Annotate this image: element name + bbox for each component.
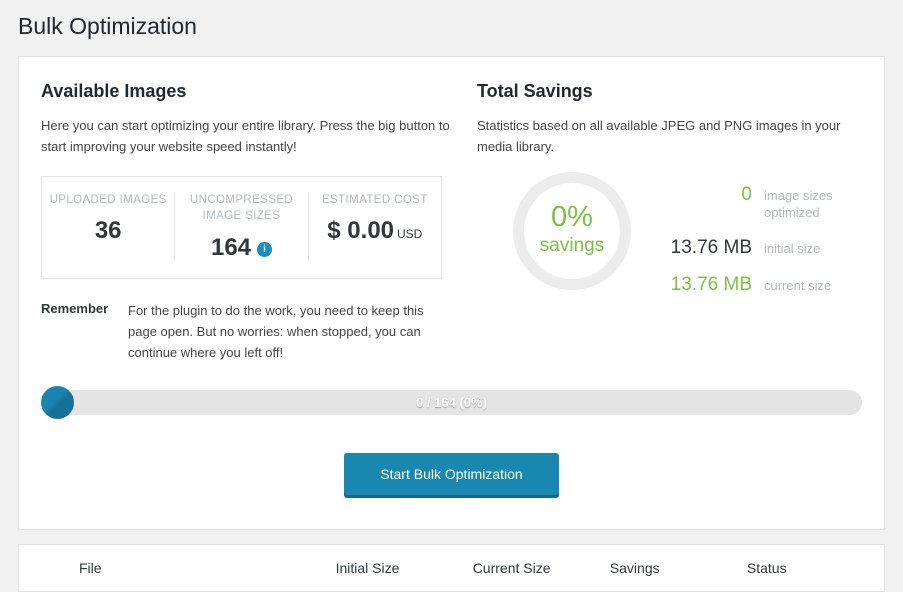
total-savings-heading: Total Savings: [477, 80, 593, 101]
stat-uncompressed-sizes: UNCOMPRESSED IMAGE SIZES 164 i: [174, 191, 307, 263]
available-images-section: Available Images Here you can start opti…: [41, 75, 453, 364]
total-savings-section: Total Savings Statistics based on all av…: [477, 75, 862, 364]
available-images-heading: Available Images: [41, 80, 187, 101]
stat-estimated-cost-value: $ 0.00 USD: [315, 217, 435, 245]
available-images-description: Here you can start optimizing your entir…: [41, 117, 450, 155]
stats-box: UPLOADED IMAGES 36 UNCOMPRESSED IMAGE SI…: [41, 175, 442, 280]
total-savings-description: Statistics based on all available JPEG a…: [477, 117, 841, 155]
savings-row-initial-size: 13.76 MB initial size: [647, 237, 862, 259]
savings-stats: 0 image sizes optimized 13.76 MB initial…: [647, 184, 862, 311]
stat-uploaded-images-value: 36: [94, 217, 122, 245]
stat-uploaded-images: UPLOADED IMAGES 36: [42, 192, 174, 262]
current-size-value: 13.76 MB: [670, 273, 752, 295]
cost-currency: USD: [397, 227, 423, 242]
remember-note: Remember For the plugin to do the work, …: [41, 301, 453, 363]
progress-knob[interactable]: [41, 385, 74, 419]
progress-bar: 0 / 164 (0%): [41, 389, 862, 415]
remember-text: For the plugin to do the work, you need …: [128, 303, 424, 360]
page-title: Bulk Optimization: [18, 13, 197, 39]
stat-uncompressed-sizes-value: 164 i: [181, 234, 301, 262]
stat-estimated-cost-label: ESTIMATED COST: [321, 193, 428, 206]
savings-row-optimized: 0 image sizes optimized: [647, 184, 862, 222]
stat-uncompressed-sizes-label: UNCOMPRESSED IMAGE SIZES: [189, 193, 294, 223]
initial-size-label: initial size: [764, 240, 821, 256]
savings-ring-label: savings: [539, 235, 605, 257]
optimized-count-label: image sizes optimized: [764, 187, 833, 220]
column-header-savings: Savings: [609, 559, 660, 576]
stat-estimated-cost: ESTIMATED COST $ 0.00 USD: [307, 191, 441, 263]
bulk-progress: 0 / 164 (0%): [41, 385, 862, 419]
results-table-header: File Initial Size Current Size Savings S…: [18, 543, 885, 592]
remember-label: Remember: [41, 301, 109, 317]
bulk-optimization-card: Available Images Here you can start opti…: [18, 55, 885, 530]
savings-row-current-size: 13.76 MB current size: [647, 274, 862, 296]
savings-percent: 0%: [551, 201, 593, 234]
column-header-status: Status: [746, 559, 787, 576]
column-header-initial-size: Initial Size: [335, 559, 400, 576]
column-header-file: File: [79, 559, 102, 576]
info-icon[interactable]: i: [257, 242, 273, 258]
initial-size-value: 13.76 MB: [670, 236, 752, 258]
stat-uploaded-images-label: UPLOADED IMAGES: [49, 193, 167, 206]
column-header-current-size: Current Size: [472, 559, 551, 576]
uncompressed-count: 164: [210, 234, 252, 262]
start-bulk-optimization-button[interactable]: Start Bulk Optimization: [344, 452, 559, 495]
cost-amount: $ 0.00: [327, 217, 395, 245]
current-size-label: current size: [764, 277, 832, 293]
savings-ring: 0% savings: [513, 171, 631, 290]
optimized-count: 0: [741, 183, 752, 205]
